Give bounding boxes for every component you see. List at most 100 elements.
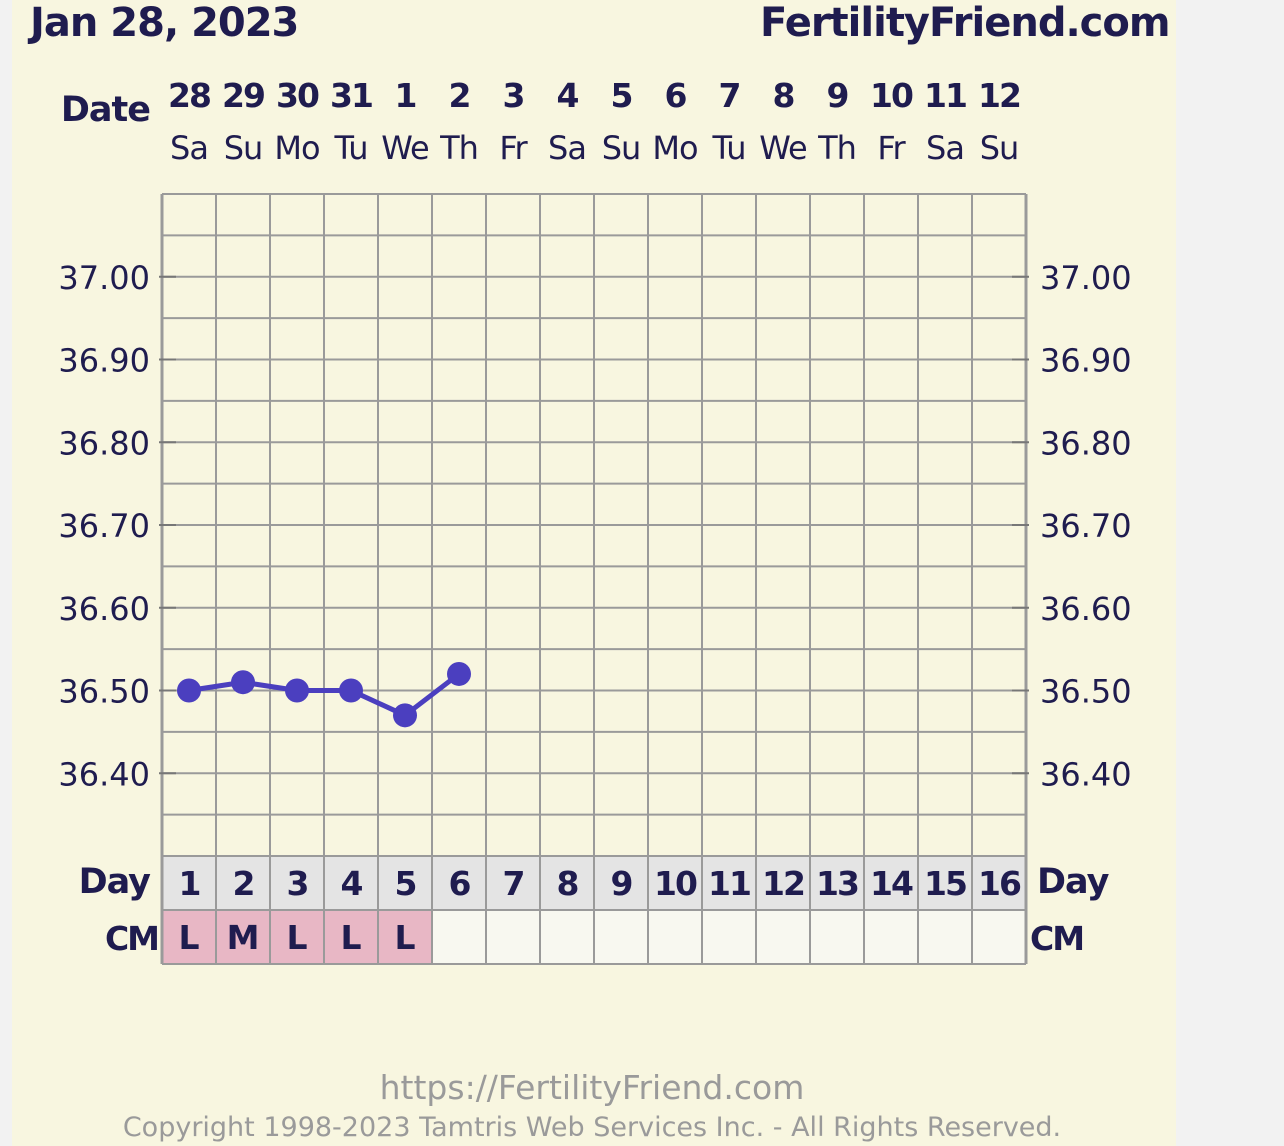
temperature-point: [393, 703, 417, 728]
cm-value: L: [340, 918, 361, 957]
cm-cell: [324, 910, 378, 964]
y-tick-label-left: 36.80: [58, 424, 150, 462]
y-tick-label-left: 36.90: [58, 342, 150, 380]
day-cell: [864, 856, 918, 910]
y-tick-label-left: 36.70: [58, 507, 150, 545]
cm-cell: [378, 910, 432, 964]
date-label: 11: [924, 76, 966, 115]
weekday-label: We: [759, 129, 806, 167]
temperature-point: [285, 678, 309, 703]
date-label: 5: [611, 76, 632, 115]
date-label: 3: [503, 76, 524, 115]
cm-row-label-left: CM: [105, 919, 158, 958]
cm-cell: [972, 910, 1026, 964]
y-tick-label-left: 36.60: [58, 590, 150, 628]
day-number: 14: [870, 864, 913, 903]
date-label: 28: [168, 76, 210, 115]
y-tick-label-right: 36.90: [1040, 342, 1132, 380]
date-label: 9: [827, 76, 848, 115]
day-cell: [756, 856, 810, 910]
date-row-label: Date: [61, 90, 150, 130]
date-label: 1: [395, 76, 416, 115]
weekday-label: Su: [980, 129, 1019, 167]
day-number: 4: [341, 864, 363, 903]
weekday-label: We: [381, 129, 428, 167]
date-label: 4: [557, 76, 579, 115]
cm-value: M: [227, 918, 260, 957]
cm-cell: [594, 910, 648, 964]
date-label: 8: [773, 76, 794, 115]
weekday-label: Tu: [712, 129, 746, 167]
day-row-label-left: Day: [79, 862, 152, 902]
date-label: 7: [719, 76, 740, 115]
date-label: 30: [276, 76, 319, 115]
cm-cell: [216, 910, 270, 964]
day-number: 7: [503, 864, 524, 903]
day-cell: [648, 856, 702, 910]
day-cell: [216, 856, 270, 910]
temperature-point: [231, 670, 255, 695]
y-tick-label-right: 36.60: [1040, 590, 1132, 628]
date-label: 31: [330, 76, 372, 115]
cm-cell: [162, 910, 216, 964]
day-cell: [918, 856, 972, 910]
day-cell: [702, 856, 756, 910]
cm-cell: [864, 910, 918, 964]
day-number: 5: [395, 864, 416, 903]
y-tick-label-left: 37.00: [58, 259, 150, 297]
day-number: 1: [179, 864, 200, 903]
day-number: 9: [611, 864, 632, 903]
cm-value: L: [178, 918, 199, 957]
date-label: 2: [449, 76, 470, 115]
temperature-point: [177, 678, 201, 703]
day-number: 2: [233, 864, 254, 903]
date-label: 29: [222, 76, 264, 115]
y-tick-label-left: 36.50: [58, 673, 150, 711]
temperature-point: [447, 661, 471, 686]
cm-cell: [432, 910, 486, 964]
weekday-label: Tu: [334, 129, 368, 167]
day-cell: [324, 856, 378, 910]
cm-cell: [486, 910, 540, 964]
day-number: 3: [287, 864, 308, 903]
cm-cell: [702, 910, 756, 964]
day-cell: [270, 856, 324, 910]
cm-cell: [270, 910, 324, 964]
weekday-label: Th: [439, 129, 478, 167]
date-label: 6: [665, 76, 687, 115]
footer-url[interactable]: https://FertilityFriend.com: [379, 1068, 805, 1107]
cm-cell: [648, 910, 702, 964]
y-tick-label-right: 36.80: [1040, 424, 1132, 462]
weekday-label: Su: [224, 129, 263, 167]
chart-date: Jan 28, 2023: [30, 0, 299, 46]
day-cell: [972, 856, 1026, 910]
cm-cell: [540, 910, 594, 964]
weekday-label: Mo: [652, 129, 697, 167]
cm-cell: [918, 910, 972, 964]
footer-copyright: Copyright 1998-2023 Tamtris Web Services…: [122, 1112, 1062, 1143]
day-cell: [594, 856, 648, 910]
weekday-label: Fr: [877, 129, 906, 167]
day-cell: [162, 856, 216, 910]
cm-cell: [810, 910, 864, 964]
day-number: 8: [557, 864, 578, 903]
day-number: 16: [978, 864, 1021, 903]
weekday-label: Sa: [926, 129, 964, 167]
y-tick-label-left: 36.40: [58, 755, 150, 793]
day-number: 13: [816, 864, 858, 903]
day-number: 12: [762, 864, 804, 903]
y-tick-label-right: 36.70: [1040, 507, 1132, 545]
cm-row-label-right: CM: [1030, 919, 1083, 958]
weekday-label: Sa: [170, 129, 208, 167]
weekday-label: Su: [602, 129, 641, 167]
date-label: 12: [978, 76, 1020, 115]
day-number: 6: [449, 864, 471, 903]
weekday-label: Mo: [274, 129, 319, 167]
day-row-label-right: Day: [1037, 862, 1110, 902]
day-number: 11: [708, 864, 750, 903]
site-brand: FertilityFriend.com: [760, 0, 1171, 46]
date-label: 10: [870, 76, 913, 115]
day-cell: [378, 856, 432, 910]
y-tick-label-right: 36.40: [1040, 755, 1132, 793]
y-tick-label-right: 37.00: [1040, 259, 1132, 297]
